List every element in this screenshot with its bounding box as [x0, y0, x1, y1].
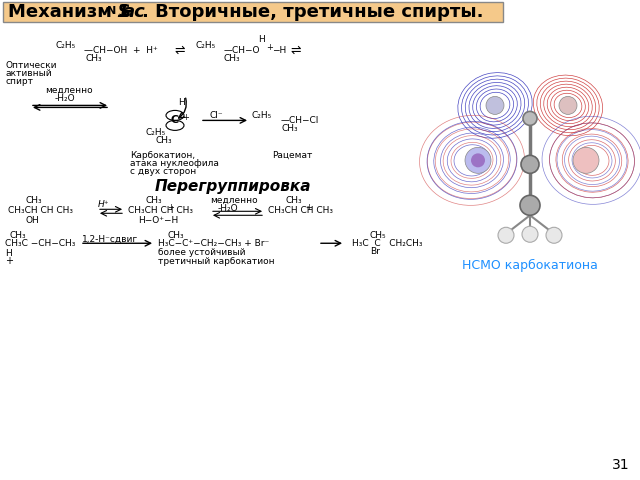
Text: +: +: [167, 203, 174, 212]
Text: Механизм S: Механизм S: [8, 2, 131, 21]
Circle shape: [546, 227, 562, 243]
Text: спирт: спирт: [5, 77, 33, 86]
Text: Рацемат: Рацемат: [272, 151, 312, 160]
Circle shape: [465, 147, 491, 173]
Text: H: H: [258, 35, 265, 44]
Text: Cl⁻: Cl⁻: [210, 111, 223, 120]
Circle shape: [523, 111, 537, 125]
Text: C: C: [171, 115, 179, 125]
Text: H₃C  C   CH₂CH₃: H₃C C CH₂CH₃: [352, 239, 422, 248]
Text: C₂H₅: C₂H₅: [195, 41, 215, 50]
Text: OH: OH: [25, 216, 39, 225]
Circle shape: [573, 147, 599, 173]
Text: CH₃CH CH CH₃: CH₃CH CH CH₃: [8, 206, 73, 215]
Text: H: H: [5, 249, 12, 258]
Text: 1,2-H⁻сдвиг: 1,2-H⁻сдвиг: [82, 235, 138, 244]
Text: H−O⁺−H: H−O⁺−H: [138, 216, 179, 225]
Text: H: H: [178, 98, 185, 107]
Text: CH₃C −CH−CH₃: CH₃C −CH−CH₃: [5, 239, 76, 248]
Text: 1: 1: [116, 2, 129, 21]
Text: Br: Br: [370, 247, 380, 256]
Text: CH₃: CH₃: [10, 231, 27, 240]
FancyBboxPatch shape: [3, 1, 503, 22]
Text: активный: активный: [5, 69, 52, 78]
Text: C₂H₅: C₂H₅: [145, 128, 165, 137]
Text: . Вторичные, третичные спирты.: . Вторичные, третичные спирты.: [142, 2, 483, 21]
Text: CH₃CH CH CH₃: CH₃CH CH CH₃: [128, 206, 193, 215]
Text: Карбокатион,: Карбокатион,: [130, 151, 195, 160]
Text: +: +: [305, 203, 312, 212]
Text: медленно: медленно: [45, 86, 93, 95]
Circle shape: [522, 226, 538, 242]
Text: N: N: [107, 5, 116, 15]
Circle shape: [498, 227, 514, 243]
Text: НСМО карбокатиона: НСМО карбокатиона: [462, 259, 598, 272]
Text: Перегруппировка: Перегруппировка: [155, 179, 312, 194]
Text: медленно: медленно: [210, 196, 258, 205]
Text: CH₃: CH₃: [285, 196, 301, 205]
Text: ⇌: ⇌: [290, 44, 301, 57]
Text: CH₃: CH₃: [168, 231, 184, 240]
Text: CH₃: CH₃: [25, 196, 42, 205]
Text: +: +: [5, 256, 13, 266]
Text: CH₃: CH₃: [282, 124, 299, 133]
Circle shape: [486, 96, 504, 114]
Text: −H: −H: [272, 46, 286, 55]
Text: C₂H₅: C₂H₅: [252, 111, 272, 120]
Text: ac: ac: [123, 2, 146, 21]
Text: CH₃: CH₃: [85, 54, 102, 63]
Circle shape: [521, 156, 539, 173]
Text: более устойчивый: более устойчивый: [158, 248, 246, 257]
Text: CH₃: CH₃: [224, 54, 241, 63]
Circle shape: [471, 154, 485, 168]
Text: H₃C−C⁺−CH₂−CH₃ + Br⁻: H₃C−C⁺−CH₂−CH₃ + Br⁻: [158, 239, 269, 248]
Text: H⁺: H⁺: [98, 200, 109, 209]
Text: CH₃CH CH CH₃: CH₃CH CH CH₃: [268, 206, 333, 215]
Text: ⇌: ⇌: [174, 44, 184, 57]
Text: атака нуклеофила: атака нуклеофила: [130, 159, 219, 168]
Text: -H₂O: -H₂O: [55, 94, 76, 103]
Text: +: +: [182, 113, 189, 122]
Text: CH₃: CH₃: [145, 196, 162, 205]
Text: -H₂O: -H₂O: [218, 204, 239, 213]
Circle shape: [520, 195, 540, 216]
Text: CH₃: CH₃: [155, 136, 172, 145]
Text: —CH−Cl: —CH−Cl: [281, 116, 319, 125]
Circle shape: [559, 96, 577, 114]
Text: Оптически: Оптически: [5, 61, 56, 70]
Text: +: +: [266, 43, 273, 52]
Text: с двух сторон: с двух сторон: [130, 167, 196, 176]
Text: —CH−O: —CH−O: [224, 46, 260, 55]
Text: CH₅: CH₅: [370, 231, 387, 240]
Text: —CH−OH  +  H⁺: —CH−OH + H⁺: [84, 46, 157, 55]
Text: C₂H₅: C₂H₅: [55, 41, 76, 50]
Text: 31: 31: [612, 458, 630, 472]
Text: третичный карбокатион: третичный карбокатион: [158, 257, 275, 266]
